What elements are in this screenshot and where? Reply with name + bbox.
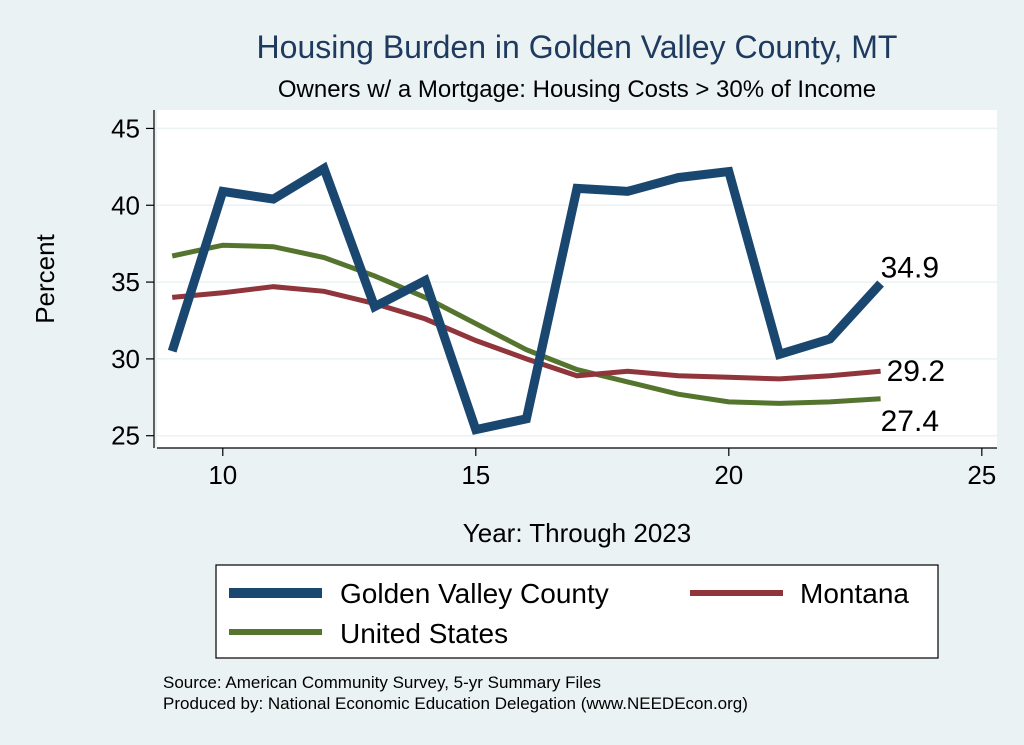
legend-label-golden-valley: Golden Valley County <box>340 578 609 609</box>
end-label-montana: 29.2 <box>887 355 945 388</box>
chart-subtitle: Owners w/ a Mortgage: Housing Costs > 30… <box>278 76 876 103</box>
grid-lines <box>157 127 997 437</box>
y-tick-label-40: 40 <box>111 190 140 220</box>
y-tick-label-30: 30 <box>111 344 140 374</box>
y-ticks: 25 30 35 40 45 <box>111 113 154 451</box>
x-tick-label-15: 15 <box>461 460 490 490</box>
x-tick-label-10: 10 <box>208 460 237 490</box>
series-lines <box>167 161 884 435</box>
legend <box>215 564 939 659</box>
chart-title: Housing Burden in Golden Valley County, … <box>257 29 898 65</box>
legend-label-united-states: United States <box>340 618 508 649</box>
x-tick-label-20: 20 <box>714 460 743 490</box>
end-label-united-states: 27.4 <box>881 405 939 438</box>
produced-note: Produced by: National Economic Education… <box>163 694 748 713</box>
plot-area <box>157 110 997 448</box>
x-tick-label-25: 25 <box>967 460 996 490</box>
y-axis-title: Percent <box>30 233 60 323</box>
legend-label-montana: Montana <box>800 578 909 609</box>
end-label-golden-valley: 34.9 <box>881 252 939 285</box>
source-note: Source: American Community Survey, 5-yr … <box>163 673 601 692</box>
x-axis-title: Year: Through 2023 <box>463 518 691 548</box>
y-tick-label-35: 35 <box>111 267 140 297</box>
x-ticks: 10 15 20 25 <box>208 448 996 490</box>
y-tick-label-45: 45 <box>111 113 140 143</box>
y-tick-label-25: 25 <box>111 421 140 451</box>
